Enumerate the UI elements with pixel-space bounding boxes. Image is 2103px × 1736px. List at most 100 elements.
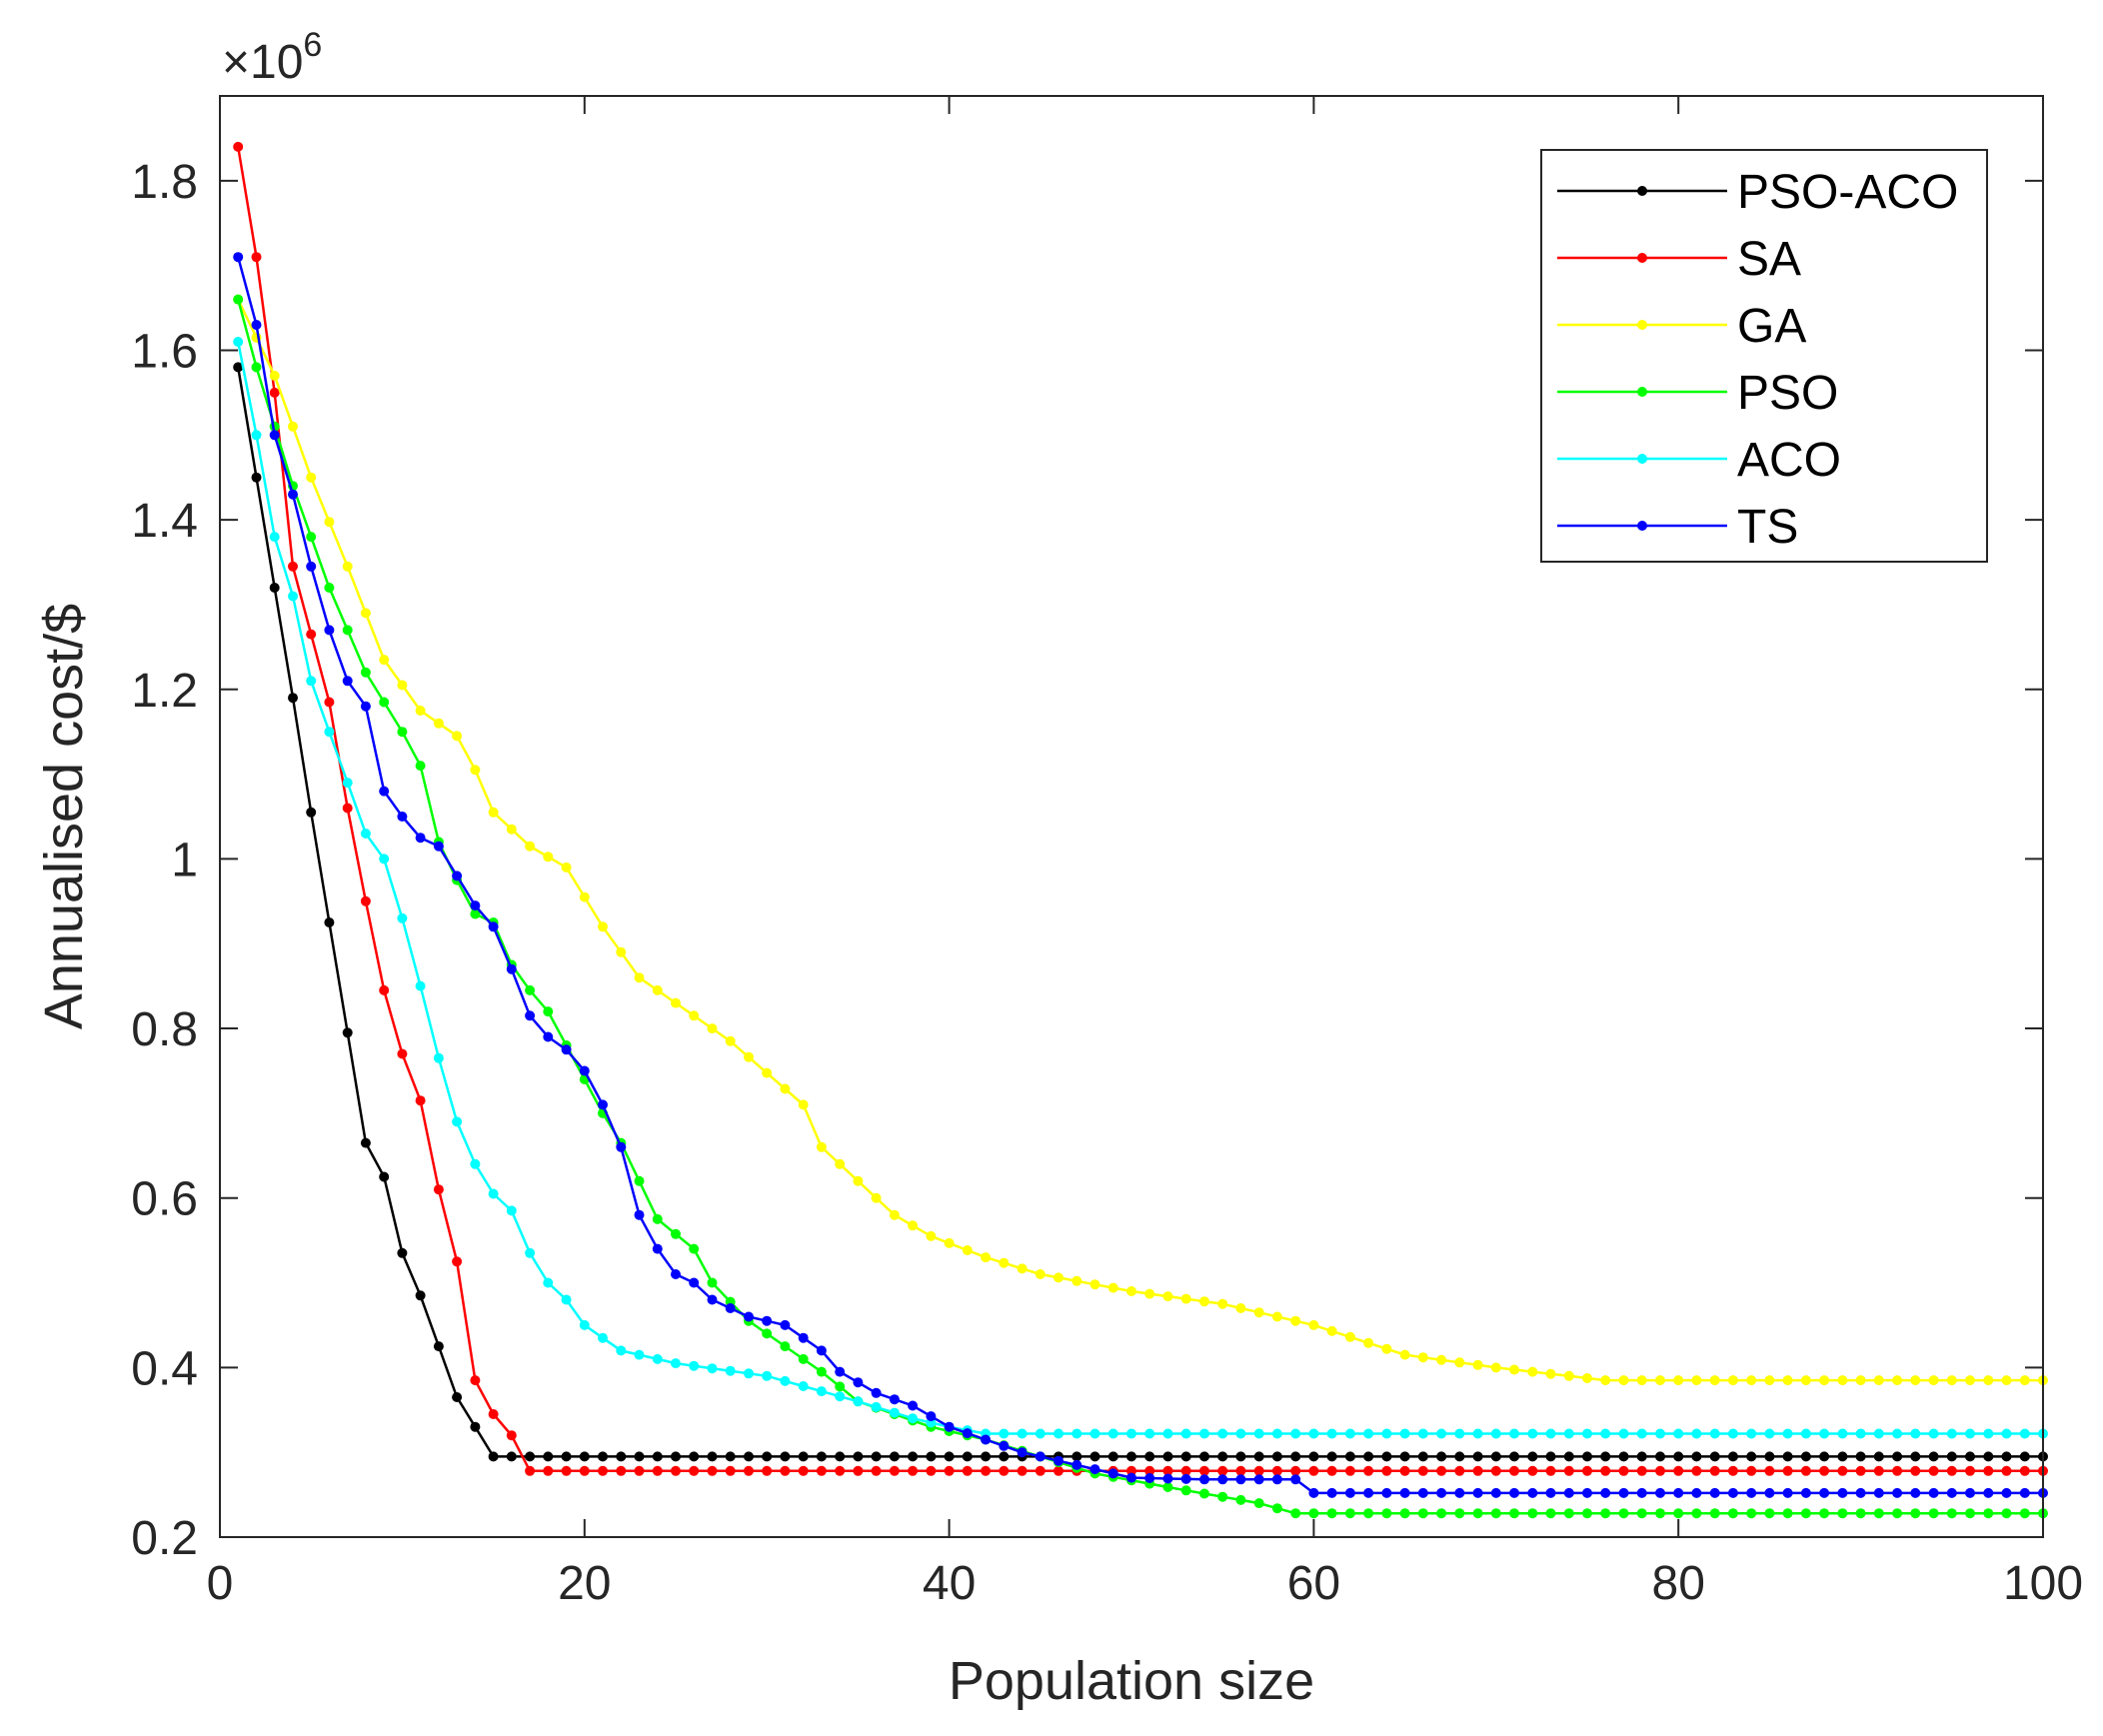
- data-point: [342, 676, 353, 687]
- data-point: [1946, 1465, 1957, 1476]
- data-point: [707, 1277, 718, 1288]
- data-point: [1199, 1465, 1209, 1476]
- x-tick-label: 80: [1652, 1557, 1705, 1610]
- data-point: [579, 1451, 590, 1462]
- data-point: [1819, 1451, 1830, 1462]
- data-point: [689, 1360, 700, 1371]
- data-point: [671, 1269, 681, 1279]
- data-point: [1746, 1487, 1757, 1498]
- data-point: [780, 1319, 791, 1330]
- data-point: [525, 1247, 536, 1258]
- data-point: [1582, 1508, 1592, 1519]
- data-point: [1509, 1364, 1519, 1375]
- data-point: [1709, 1465, 1720, 1476]
- data-point: [1764, 1487, 1775, 1498]
- series-layer: [233, 141, 2048, 1519]
- data-point: [871, 1192, 882, 1203]
- data-point: [1344, 1428, 1355, 1439]
- data-point: [853, 1396, 864, 1407]
- data-point: [962, 1465, 973, 1476]
- data-point: [2001, 1451, 2012, 1462]
- data-point: [470, 908, 481, 919]
- data-point: [1910, 1487, 1921, 1498]
- data-point: [470, 1158, 481, 1169]
- data-point: [1545, 1487, 1556, 1498]
- data-point: [2001, 1508, 2012, 1519]
- data-point: [397, 1048, 408, 1059]
- data-point: [525, 841, 536, 852]
- data-point: [816, 1451, 827, 1462]
- x-tick-label: 0: [207, 1557, 234, 1610]
- data-point: [1454, 1357, 1465, 1368]
- data-point: [835, 1391, 846, 1402]
- data-point: [1636, 1465, 1647, 1476]
- data-point: [288, 693, 298, 704]
- data-point: [1855, 1465, 1866, 1476]
- data-point: [1636, 1428, 1647, 1439]
- data-point: [598, 921, 608, 932]
- data-point: [2001, 1487, 2012, 1498]
- data-point: [1873, 1375, 1884, 1386]
- x-tick-label: 60: [1287, 1557, 1340, 1610]
- data-point: [1344, 1508, 1355, 1519]
- legend-marker: [1637, 320, 1647, 330]
- data-point: [1253, 1498, 1264, 1509]
- data-point: [1071, 1275, 1082, 1286]
- data-point: [889, 1394, 900, 1405]
- data-point: [1035, 1465, 1046, 1476]
- series-line: [237, 299, 2043, 1382]
- data-point: [543, 1465, 554, 1476]
- legend-item: PSO-ACO: [1557, 166, 1958, 219]
- data-point: [1527, 1366, 1538, 1377]
- data-point: [506, 1430, 517, 1441]
- data-point: [1928, 1487, 1939, 1498]
- data-point: [634, 1175, 645, 1186]
- data-point: [2019, 1487, 2030, 1498]
- data-point: [397, 1247, 408, 1258]
- data-point: [1582, 1465, 1592, 1476]
- data-point: [981, 1252, 992, 1263]
- data-point: [324, 697, 335, 708]
- data-point: [871, 1465, 882, 1476]
- data-point: [1618, 1508, 1629, 1519]
- data-point: [1144, 1473, 1155, 1483]
- data-point: [926, 1465, 937, 1476]
- data-point: [1253, 1451, 1264, 1462]
- data-point: [1527, 1465, 1538, 1476]
- data-point: [999, 1465, 1010, 1476]
- data-point: [798, 1332, 809, 1343]
- data-point: [1217, 1428, 1228, 1439]
- series-line: [236, 146, 2043, 1473]
- data-point: [1582, 1451, 1592, 1462]
- data-point: [452, 1116, 463, 1127]
- data-point: [1089, 1279, 1100, 1290]
- data-point: [1928, 1428, 1939, 1439]
- legend-label: PSO: [1737, 367, 1838, 420]
- data-point: [1910, 1451, 1921, 1462]
- data-point: [525, 1465, 536, 1476]
- data-point: [1381, 1343, 1392, 1354]
- data-point: [1107, 1451, 1118, 1462]
- data-point: [1381, 1428, 1392, 1439]
- data-point: [598, 1465, 608, 1476]
- data-point: [1071, 1451, 1082, 1462]
- data-point: [616, 946, 627, 957]
- data-point: [433, 1052, 444, 1063]
- data-point: [780, 1083, 791, 1094]
- data-point: [1691, 1428, 1702, 1439]
- data-point: [762, 1067, 773, 1078]
- data-point: [1600, 1428, 1611, 1439]
- data-point: [1053, 1455, 1063, 1466]
- data-point: [1326, 1451, 1337, 1462]
- data-point: [1782, 1465, 1793, 1476]
- data-point: [1053, 1428, 1063, 1439]
- data-point: [1290, 1465, 1301, 1476]
- data-point: [1472, 1508, 1483, 1519]
- data-point: [233, 294, 244, 305]
- data-point: [1727, 1465, 1738, 1476]
- series-ts: [233, 252, 2048, 1498]
- data-point: [1199, 1474, 1209, 1485]
- data-point: [1271, 1428, 1282, 1439]
- data-point: [360, 667, 371, 678]
- data-point: [1655, 1451, 1665, 1462]
